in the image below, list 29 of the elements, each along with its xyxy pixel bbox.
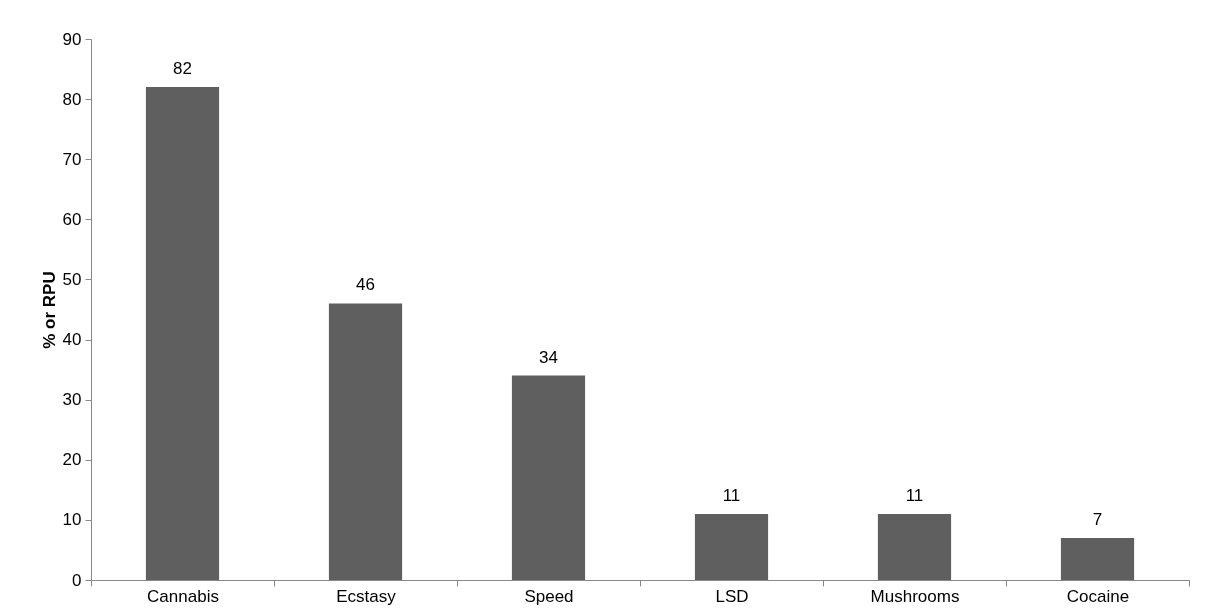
x-tick-label: Cocaine xyxy=(1066,586,1130,606)
bar xyxy=(328,303,403,580)
y-tick-label: 50 xyxy=(62,269,82,289)
y-tick-label: 70 xyxy=(62,149,82,169)
y-tick-label: 30 xyxy=(62,390,82,410)
data-label: 46 xyxy=(356,275,375,295)
x-tick-label: Mushrooms xyxy=(870,586,960,606)
y-tick-label: 10 xyxy=(62,510,82,530)
bar xyxy=(877,513,952,580)
x-tick-label: Ecstasy xyxy=(336,586,397,606)
y-tick-label: 60 xyxy=(62,209,82,229)
y-tick-label: 0 xyxy=(72,570,82,590)
x-tick-label: LSD xyxy=(715,586,749,606)
y-tick-label: 20 xyxy=(62,450,82,470)
y-tick-label: 40 xyxy=(62,330,82,350)
bar xyxy=(1060,537,1135,580)
y-tick-label: 90 xyxy=(62,29,82,49)
data-label: 34 xyxy=(539,347,558,367)
bar xyxy=(145,87,220,580)
x-tick-label: Speed xyxy=(524,586,574,606)
data-label: 82 xyxy=(173,59,192,79)
bar xyxy=(694,513,769,580)
data-label: 11 xyxy=(905,485,924,505)
data-label: 7 xyxy=(1092,509,1103,529)
x-tick-label: Cannabis xyxy=(147,586,219,606)
y-axis-title: % or RPU xyxy=(39,271,59,349)
y-tick-label: 80 xyxy=(62,89,82,109)
data-label: 11 xyxy=(722,485,741,505)
bar xyxy=(511,375,586,580)
